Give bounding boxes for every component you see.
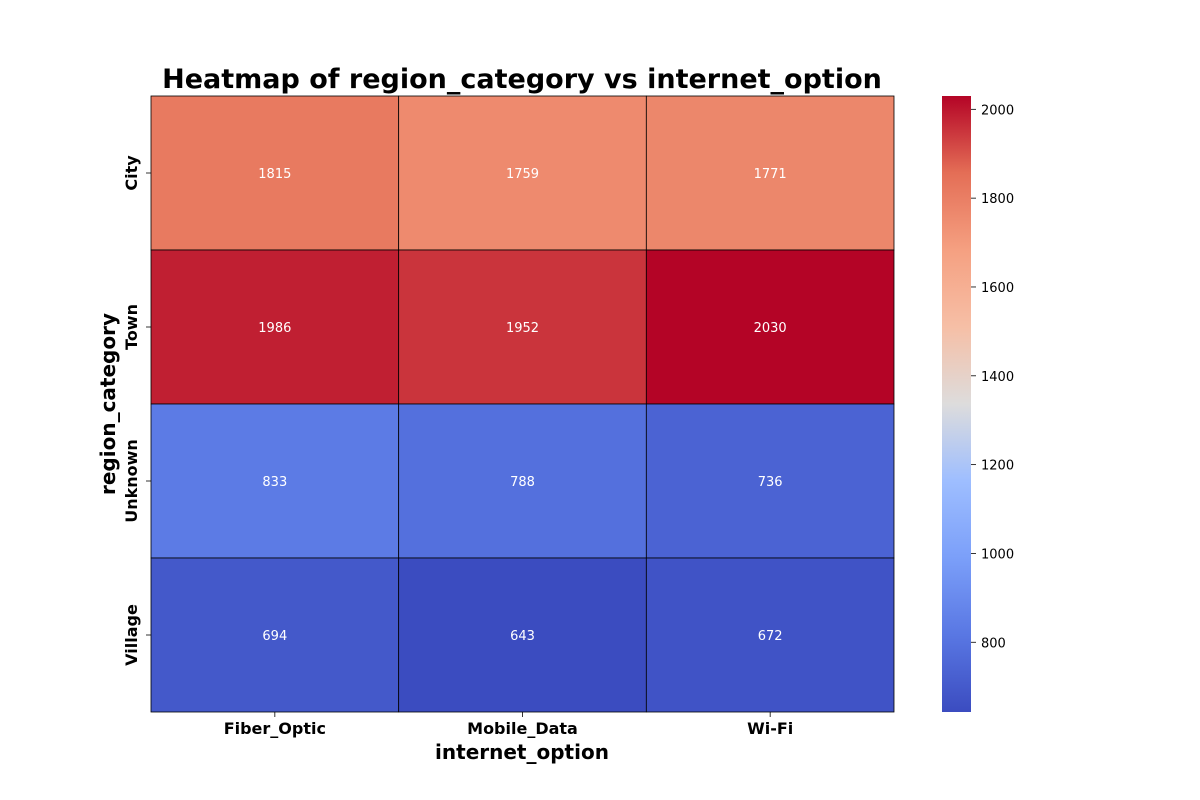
heatmap-cell (398, 95, 647, 251)
x-tick-label: Mobile_Data (467, 719, 578, 738)
colorbar-tick-label: 800 (981, 636, 1006, 651)
heatmap-cell (645, 95, 895, 251)
colorbar-tick-label: 1200 (981, 459, 1014, 474)
y-tick-label: Village (122, 604, 141, 666)
cell-value-label: 672 (758, 629, 783, 644)
colorbar-tick-label: 1800 (981, 192, 1014, 207)
heatmap-cell (398, 403, 647, 559)
y-axis-ticks: City Town Unknown Village (122, 155, 151, 666)
heatmap-cell (150, 403, 400, 559)
cell-value-label: 643 (510, 629, 535, 644)
colorbar-ticks: 800 1000 1200 1400 1600 1800 2000 (971, 103, 1014, 651)
cell-value-label: 1759 (506, 167, 539, 182)
heatmap-cell (398, 249, 647, 405)
colorbar: 800 1000 1200 1400 1600 1800 2000 (942, 96, 1014, 712)
colorbar-tick-label: 1000 (981, 547, 1014, 562)
colorbar-tick-label: 1600 (981, 281, 1014, 296)
x-tick-label: Fiber_Optic (224, 719, 326, 738)
chart-title: Heatmap of region_category vs internet_o… (162, 64, 882, 95)
x-tick-label: Wi-Fi (747, 719, 793, 738)
x-axis-ticks: Fiber_Optic Mobile_Data Wi-Fi (224, 712, 793, 738)
y-tick-label: City (122, 155, 141, 191)
heatmap-cell-labels: 1815 1759 1771 1986 1952 2030 833 788 736 694 643 6… (258, 167, 786, 644)
heatmap-cell (645, 557, 895, 713)
cell-value-label: 694 (262, 629, 287, 644)
cell-value-label: 1986 (258, 321, 291, 336)
x-axis-label: internet_option (435, 740, 609, 764)
cell-value-label: 2030 (754, 321, 787, 336)
cell-value-label: 1815 (258, 167, 291, 182)
y-axis-label: region_category (96, 313, 120, 495)
colorbar-tick-label: 2000 (981, 103, 1014, 118)
cell-value-label: 1952 (506, 321, 539, 336)
y-tick-label: Town (122, 304, 141, 350)
cell-value-label: 788 (510, 475, 535, 490)
colorbar-tick-label: 1400 (981, 370, 1014, 385)
heatmap-cell (150, 249, 400, 405)
heatmap-cell (150, 95, 400, 251)
heatmap-cells (150, 95, 895, 713)
colorbar-gradient (942, 96, 971, 712)
y-tick-label: Unknown (122, 439, 141, 523)
cell-value-label: 1771 (754, 167, 787, 182)
heatmap-cell (150, 557, 400, 713)
cell-value-label: 736 (758, 475, 783, 490)
heatmap-cell (645, 249, 895, 405)
cell-value-label: 833 (262, 475, 287, 490)
